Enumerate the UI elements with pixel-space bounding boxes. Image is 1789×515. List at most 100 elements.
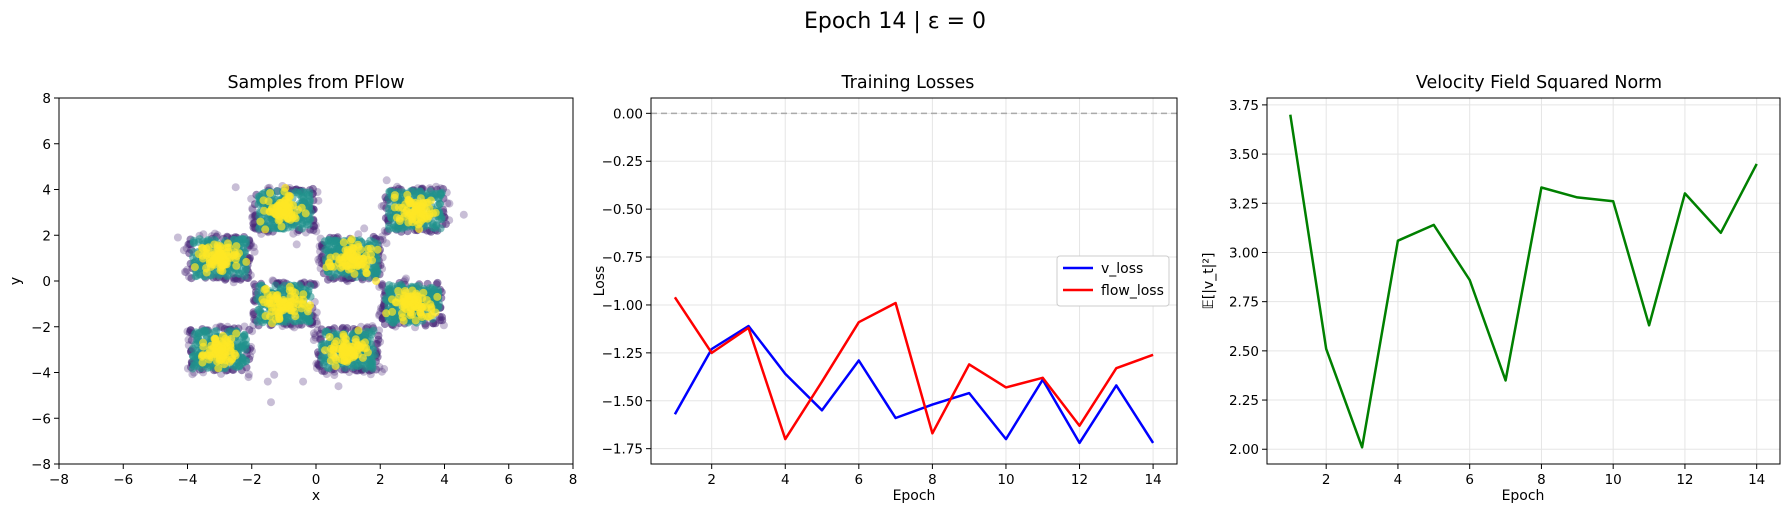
scatter-point bbox=[423, 312, 431, 321]
scatter-point bbox=[261, 225, 270, 234]
scatter-point bbox=[415, 218, 424, 227]
velocity-xlabel: Epoch bbox=[1502, 488, 1545, 504]
legend-label-flow-loss: flow_loss bbox=[1101, 283, 1164, 299]
scatter-point bbox=[353, 261, 362, 270]
scatter-point bbox=[325, 333, 334, 341]
scatter-point bbox=[399, 297, 407, 306]
x-tick-label: 4 bbox=[781, 472, 790, 488]
scatter-point bbox=[190, 263, 199, 272]
y-tick-label: 3.25 bbox=[1229, 196, 1259, 212]
scatter-point bbox=[226, 346, 235, 355]
scatter-point bbox=[391, 298, 400, 307]
scatter-point bbox=[356, 245, 365, 254]
y-tick-label: 8 bbox=[42, 91, 51, 107]
x-tick-label: 4 bbox=[440, 472, 449, 488]
scatter-point bbox=[299, 377, 308, 386]
scatter-point bbox=[322, 263, 331, 272]
y-tick-label: −1.00 bbox=[602, 298, 643, 314]
scatter-point bbox=[215, 354, 224, 363]
scatter-point bbox=[303, 307, 312, 316]
y-tick-label: 0 bbox=[42, 274, 51, 290]
scatter-point bbox=[354, 326, 363, 335]
scatter-point bbox=[399, 316, 408, 325]
scatter-point bbox=[301, 209, 310, 218]
scatter-point bbox=[256, 217, 265, 226]
scatter-point bbox=[210, 260, 219, 269]
y-tick-label: 2.25 bbox=[1229, 393, 1259, 409]
scatter-point bbox=[260, 285, 269, 294]
scatter-point bbox=[209, 350, 218, 359]
scatter-point bbox=[297, 193, 306, 202]
velocity-ticks: 2 4 6 8 10 12 14 2.00 2.25 2.50 2.75 3.00 3.25 3.50 3.… bbox=[1229, 98, 1765, 488]
y-tick-label: −1.50 bbox=[602, 394, 643, 410]
scatter-point bbox=[419, 302, 428, 311]
losses-ylabel: Loss bbox=[592, 266, 608, 297]
scatter-point bbox=[427, 305, 436, 314]
scatter-panel: Samples from PFlow −8 −6 −4 −2 0 2 4 6 8 −8 −6 −4 −2… bbox=[8, 73, 577, 504]
losses-axes-frame bbox=[650, 97, 1178, 465]
x-tick-label: 8 bbox=[569, 472, 578, 488]
scatter-point bbox=[275, 198, 284, 207]
scatter-point bbox=[295, 295, 304, 304]
x-tick-label: 2 bbox=[376, 472, 385, 488]
scatter-point bbox=[266, 189, 275, 197]
scatter-point bbox=[266, 312, 274, 321]
series-line-velocity-norm bbox=[1289, 114, 1758, 449]
scatter-point bbox=[202, 268, 211, 277]
scatter-point bbox=[213, 241, 222, 250]
scatter-point bbox=[285, 286, 294, 295]
scatter-point bbox=[216, 249, 225, 257]
scatter-points bbox=[173, 176, 468, 407]
scatter-point bbox=[395, 214, 404, 223]
scatter-point bbox=[382, 176, 391, 185]
y-tick-label: −0.50 bbox=[602, 202, 643, 218]
scatter-point bbox=[225, 357, 234, 366]
scatter-point bbox=[346, 237, 355, 246]
scatter-point bbox=[433, 292, 442, 301]
scatter-point bbox=[382, 239, 391, 248]
velocity-title: Velocity Field Squared Norm bbox=[1416, 73, 1662, 93]
y-tick-label: 3.50 bbox=[1229, 147, 1259, 163]
scatter-point bbox=[267, 398, 275, 407]
x-tick-label: −4 bbox=[178, 472, 198, 488]
scatter-point bbox=[404, 292, 413, 301]
scatter-point bbox=[264, 197, 273, 206]
scatter-point bbox=[350, 269, 359, 278]
scatter-point bbox=[211, 339, 220, 348]
scatter-point bbox=[359, 254, 367, 263]
scatter-point bbox=[309, 336, 318, 344]
y-tick-label: −1.75 bbox=[602, 442, 643, 458]
scatter-point bbox=[329, 345, 338, 354]
scatter-point bbox=[245, 325, 254, 334]
x-tick-label: 12 bbox=[1071, 472, 1088, 488]
scatter-point bbox=[388, 307, 397, 316]
scatter-point bbox=[216, 263, 225, 272]
scatter-point bbox=[408, 310, 417, 319]
losses-ticks: 2 4 6 8 10 12 14 0.00 −0.25 −0.50 −0.75 −1.00 −1.25 −… bbox=[602, 106, 1162, 488]
scatter-point bbox=[221, 334, 230, 343]
scatter-point bbox=[341, 246, 350, 255]
scatter-point bbox=[285, 193, 294, 202]
scatter-point bbox=[340, 356, 349, 365]
scatter-point bbox=[242, 257, 251, 266]
scatter-point bbox=[403, 190, 412, 199]
losses-legend: v_loss flow_loss bbox=[1056, 255, 1170, 307]
scatter-point bbox=[285, 301, 294, 310]
scatter-point bbox=[354, 341, 363, 350]
scatter-point bbox=[272, 308, 280, 316]
scatter-point bbox=[281, 201, 290, 210]
scatter-point bbox=[292, 240, 301, 249]
scatter-point bbox=[363, 348, 372, 357]
scatter-point bbox=[360, 224, 369, 233]
scatter-point bbox=[297, 203, 306, 212]
scatter-point bbox=[408, 215, 417, 224]
x-tick-label: 6 bbox=[855, 472, 864, 488]
scatter-point bbox=[344, 265, 353, 274]
scatter-point bbox=[380, 365, 389, 373]
scatter-point bbox=[326, 356, 335, 365]
scatter-point bbox=[402, 206, 411, 215]
scatter-point bbox=[232, 242, 241, 251]
scatter-point bbox=[268, 319, 276, 328]
scatter-point bbox=[334, 382, 343, 391]
